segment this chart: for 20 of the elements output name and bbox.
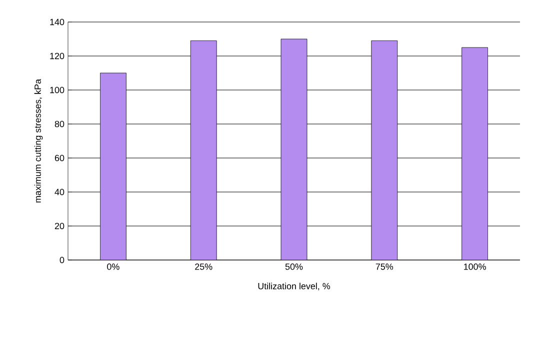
y-tick-label: 80 [54, 120, 64, 128]
x-tick-label: 75% [376, 264, 394, 270]
y-tick-label: 0 [60, 256, 64, 264]
x-tick-label: 100% [464, 264, 486, 270]
x-tick-label: 50% [285, 264, 303, 270]
bar [371, 40, 398, 260]
y-tick-label: 60 [54, 154, 64, 162]
x-tick-label: 25% [195, 264, 212, 270]
bar [462, 47, 488, 260]
y-tick-label: 140 [50, 18, 64, 26]
y-tick-label: 100 [50, 86, 64, 94]
bar [100, 72, 126, 260]
x-axis-title: Utilization level, % [258, 282, 330, 290]
y-tick-label: 40 [54, 188, 64, 196]
y-axis-title: maximum cutting stresses, kPa [34, 78, 43, 202]
y-tick-label: 20 [54, 222, 64, 230]
y-tick-label: 120 [50, 52, 64, 60]
x-tick-label: 0% [107, 264, 120, 270]
bar [280, 38, 308, 260]
bar [190, 40, 217, 260]
